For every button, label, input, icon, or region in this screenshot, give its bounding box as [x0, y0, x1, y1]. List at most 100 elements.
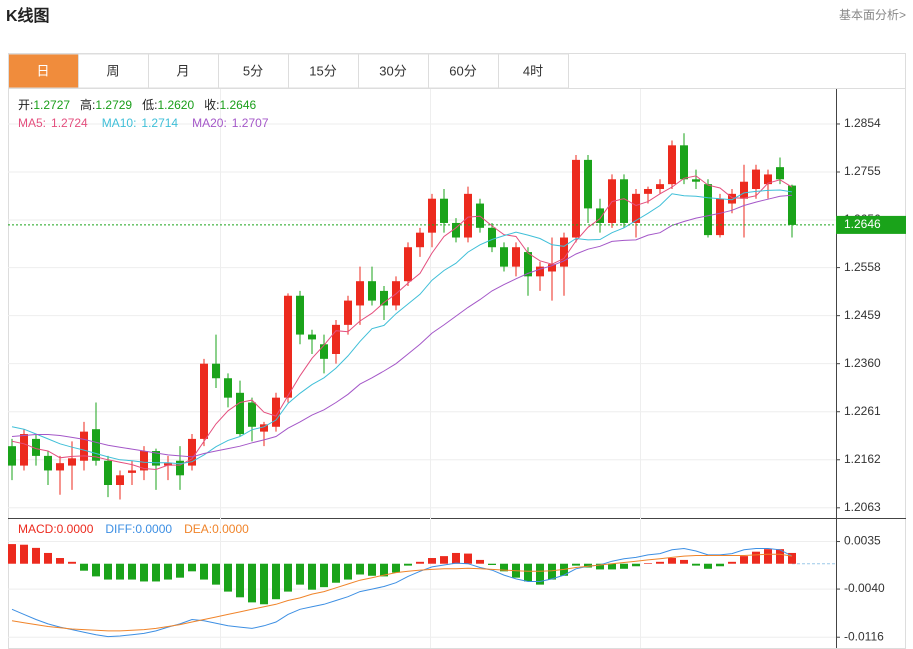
tab[interactable] — [498, 53, 569, 89]
tab-label[interactable]: 15分 — [309, 63, 336, 78]
y-tick-label: 1.2755 — [844, 164, 881, 178]
macd-bar — [776, 549, 784, 564]
candle-body — [620, 179, 628, 223]
macd-bar — [140, 563, 148, 582]
candle-body — [224, 378, 232, 398]
macd-bar — [296, 563, 304, 585]
candle-body — [416, 232, 424, 248]
legend-text: MA10: — [102, 116, 137, 130]
tab[interactable] — [78, 53, 149, 89]
candle-body — [296, 295, 304, 335]
macd-bar — [680, 559, 688, 564]
candle-body — [692, 179, 700, 182]
y-tick-label: 0.0035 — [844, 534, 881, 548]
candle-body — [632, 193, 640, 223]
candle-body — [380, 290, 388, 306]
macd-bar — [476, 559, 484, 564]
candle-body — [284, 295, 292, 398]
y-tick-label: 1.2459 — [844, 308, 881, 322]
legend-text: 收: — [204, 98, 219, 112]
macd-bar — [44, 552, 52, 564]
candle-body — [668, 145, 676, 185]
tab-label[interactable]: 5分 — [243, 63, 263, 78]
macd-bar — [320, 563, 328, 588]
tab[interactable] — [428, 53, 499, 89]
candle-body — [260, 424, 268, 432]
legend-text: MA5: — [18, 116, 46, 130]
candle-body — [776, 167, 784, 180]
tab-label[interactable]: 30分 — [379, 63, 406, 78]
candle-body — [716, 198, 724, 236]
y-tick-label: 1.2261 — [844, 404, 881, 418]
ma-line — [11, 194, 793, 458]
legend-text: 1.2714 — [141, 116, 178, 130]
y-tick-label: 1.2360 — [844, 356, 881, 370]
macd-bar — [80, 563, 88, 571]
macd-bar — [188, 563, 196, 572]
tab-label[interactable]: 60分 — [449, 63, 476, 78]
macd-line — [11, 547, 793, 638]
candle-body — [524, 252, 532, 277]
macd-bar — [524, 563, 532, 582]
analysis-link[interactable]: 基本面分析> — [839, 8, 906, 22]
tab[interactable] — [288, 53, 359, 89]
candle-body — [32, 438, 40, 456]
candle-body — [248, 402, 256, 427]
ma-line — [11, 189, 793, 465]
candle-body — [8, 446, 16, 466]
candle-body — [356, 281, 364, 306]
tab[interactable] — [8, 53, 79, 89]
macd-bar — [608, 563, 616, 570]
tab[interactable] — [218, 53, 289, 89]
legend-text: 1.2620 — [157, 98, 194, 112]
candle-body — [488, 227, 496, 248]
macd-bar — [116, 563, 124, 580]
macd-bar — [212, 563, 220, 585]
candle-body — [536, 266, 544, 277]
candle-body — [572, 159, 580, 238]
candle-body — [236, 392, 244, 435]
macd-bar — [368, 563, 376, 576]
y-tick-label: -0.0040 — [844, 581, 885, 595]
candle-body — [152, 451, 160, 466]
candle-body — [740, 181, 748, 199]
candle-body — [764, 174, 772, 185]
tab-label[interactable]: 日 — [36, 63, 49, 78]
candle-body — [200, 363, 208, 439]
y-tick-label: 1.2558 — [844, 260, 881, 274]
macd-bar — [488, 563, 496, 565]
candle-body — [704, 184, 712, 236]
macd-bar — [440, 556, 448, 564]
macd-bar — [248, 563, 256, 603]
legend-text: 高: — [80, 97, 95, 112]
macd-bar — [236, 563, 244, 598]
tab-label[interactable]: 4时 — [523, 63, 543, 78]
page-title: K线图 — [6, 6, 50, 25]
candle-body — [344, 300, 352, 325]
tab[interactable] — [148, 53, 219, 89]
tab-label[interactable]: 月 — [176, 63, 189, 78]
macd-bar — [332, 563, 340, 583]
macd-bar — [428, 558, 436, 564]
legend-text: DEA: — [184, 522, 212, 536]
candle-body — [596, 208, 604, 223]
candle-body — [476, 203, 484, 228]
candle-body — [44, 455, 52, 471]
macd-bar — [308, 563, 316, 590]
macd-bar — [464, 553, 472, 564]
macd-bar — [632, 563, 640, 567]
macd-bar — [452, 552, 460, 564]
legend-text: 1.2724 — [51, 116, 88, 130]
macd-bar — [56, 558, 64, 564]
candle-body — [116, 475, 124, 486]
candle-body — [128, 470, 136, 473]
tab-label[interactable]: 周 — [106, 63, 119, 78]
macd-bar — [548, 563, 556, 580]
macd-bar — [284, 563, 292, 592]
candle-body — [512, 247, 520, 267]
macd-bar — [644, 563, 652, 564]
macd-bar — [392, 563, 400, 573]
candle-body — [548, 264, 556, 272]
macd-bar — [416, 561, 424, 564]
